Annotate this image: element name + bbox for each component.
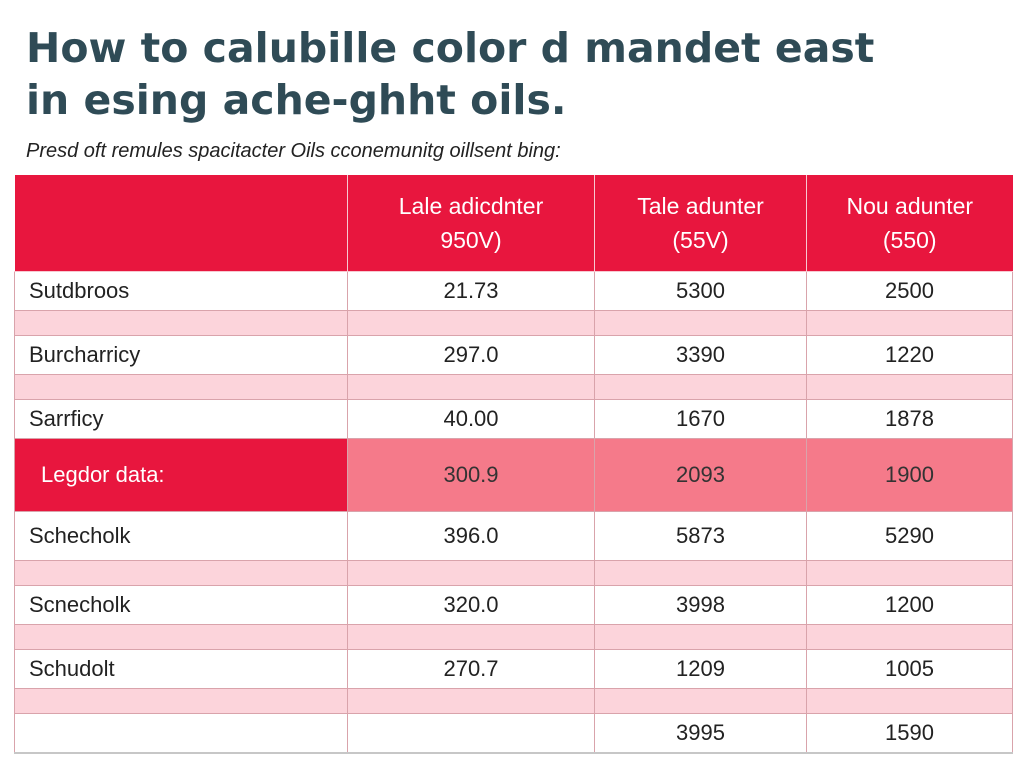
- table-cell: 320.0: [347, 585, 595, 625]
- table-row: Sutdbroos 21.73 5300 2500: [14, 271, 1013, 311]
- row-label: Burcharricy: [14, 335, 348, 375]
- column-header-2-line-1: Tale adunter: [637, 193, 764, 219]
- column-header-3-line-1: Nou adunter: [846, 193, 974, 219]
- table-cell: 1670: [594, 399, 807, 439]
- column-header-3-line-2: (550): [882, 227, 937, 253]
- table-row: 3995 1590: [14, 713, 1013, 754]
- table-row: Scnecholk 320.0 3998 1200: [14, 585, 1013, 625]
- highlight-row: Legdor data: 300.9 2093 1900: [14, 438, 1013, 512]
- column-header-1: Lale adicdnter 950V): [347, 175, 595, 272]
- table-row: Schudolt 270.7 1209 1005: [14, 649, 1013, 689]
- title-line-1: How to calubille color d mandet east: [26, 24, 875, 72]
- table-row: Sarrficy 40.00 1670 1878: [14, 399, 1013, 439]
- row-label: Scnecholk: [14, 585, 348, 625]
- stripe-row: [14, 624, 1013, 650]
- stripe-row: [14, 688, 1013, 714]
- table-cell: 1220: [806, 335, 1013, 375]
- table-cell: 5290: [806, 511, 1013, 561]
- table-cell: 3390: [594, 335, 807, 375]
- table-header-row: Lale adicdnter 950V) Tale adunter (55V) …: [14, 175, 1013, 272]
- table-cell: 300.9: [347, 438, 595, 512]
- stripe-row: [14, 374, 1013, 400]
- row-label: Legdor data:: [14, 438, 348, 512]
- data-table: Lale adicdnter 950V) Tale adunter (55V) …: [14, 175, 1013, 754]
- table-cell: 396.0: [347, 511, 595, 561]
- table-cell: 1900: [806, 438, 1013, 512]
- table-cell: 3995: [594, 713, 807, 754]
- table-cell: 297.0: [347, 335, 595, 375]
- stripe-row: [14, 560, 1013, 586]
- table-cell: [347, 713, 595, 754]
- column-header-2: Tale adunter (55V): [594, 175, 807, 272]
- table-row: Burcharricy 297.0 3390 1220: [14, 335, 1013, 375]
- row-label: Sarrficy: [14, 399, 348, 439]
- table-cell: 1209: [594, 649, 807, 689]
- column-header-2-line-2: (55V): [672, 227, 729, 253]
- table-cell: 40.00: [347, 399, 595, 439]
- page-title: How to calubille color d mandet east in …: [26, 22, 1006, 126]
- table-cell: 21.73: [347, 271, 595, 311]
- column-header-1-line-1: Lale adicdnter: [398, 193, 544, 219]
- table-cell: 1878: [806, 399, 1013, 439]
- column-header-3: Nou adunter (550): [806, 175, 1013, 272]
- table-cell: 2093: [594, 438, 807, 512]
- table-row: Schecholk 396.0 5873 5290: [14, 511, 1013, 561]
- row-label: Schecholk: [14, 511, 348, 561]
- table-cell: 5300: [594, 271, 807, 311]
- table-cell: 270.7: [347, 649, 595, 689]
- row-label: Sutdbroos: [14, 271, 348, 311]
- table-subtitle: Presd oft remules spacitacter Oils ccone…: [26, 140, 561, 162]
- column-header-1-line-2: 950V): [440, 227, 502, 253]
- table-cell: 3998: [594, 585, 807, 625]
- table-cell: 1590: [806, 713, 1013, 754]
- table-cell: 5873: [594, 511, 807, 561]
- row-label: [14, 713, 348, 754]
- table-cell: 2500: [806, 271, 1013, 311]
- stripe-row: [14, 310, 1013, 336]
- column-header-empty: [14, 175, 348, 272]
- title-line-2: in esing ache-ghht oils.: [26, 76, 567, 124]
- row-label: Schudolt: [14, 649, 348, 689]
- table-cell: 1005: [806, 649, 1013, 689]
- table-cell: 1200: [806, 585, 1013, 625]
